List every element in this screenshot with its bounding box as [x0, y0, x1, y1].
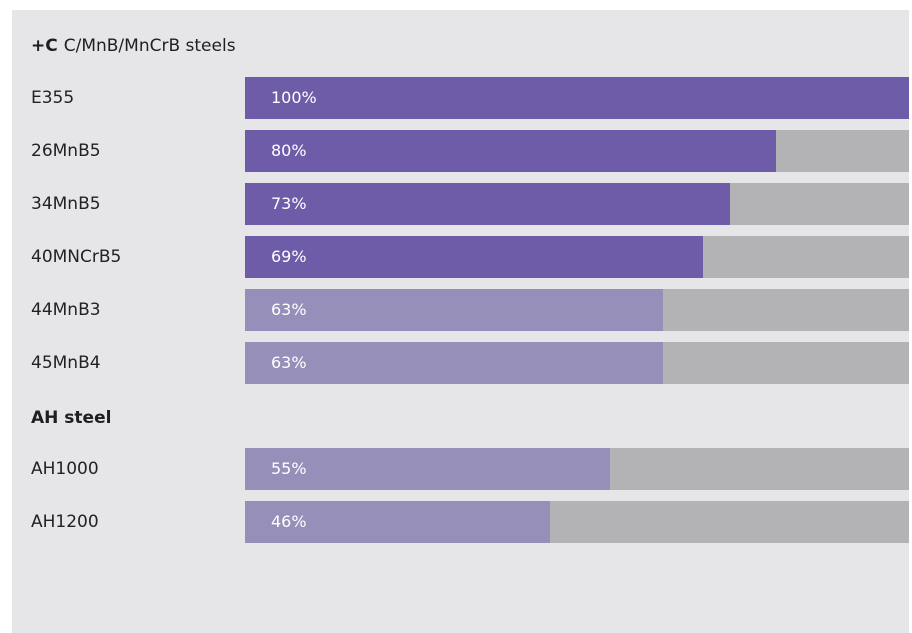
bar-value-label: 80%: [271, 141, 307, 160]
bar: [245, 183, 730, 225]
category-label: 34MnB5: [31, 194, 101, 214]
bar-value-label: 63%: [271, 353, 307, 372]
bar: [245, 77, 909, 119]
category-label: 40MNCrB5: [31, 247, 122, 267]
bar-value-label: 46%: [271, 512, 307, 531]
bar-value-label: 73%: [271, 194, 307, 213]
bar: [245, 342, 664, 384]
bar: [245, 501, 551, 543]
category-label: E355: [31, 88, 75, 108]
bar-value-label: 100%: [271, 88, 317, 107]
chart-panel: +C C/MnB/MnCrB steels E355 100% 26MnB5 80% 34…: [12, 10, 909, 633]
bar: [245, 289, 664, 331]
bar-track: 55%: [245, 448, 909, 490]
bar-track: 73%: [245, 183, 909, 225]
section-title: AH steel: [31, 408, 112, 428]
bar-track: 100%: [245, 77, 909, 119]
bar-track: 80%: [245, 130, 909, 172]
chart-title: +C C/MnB/MnCrB steels: [31, 36, 236, 56]
bar: [245, 130, 777, 172]
category-label: 45MnB4: [31, 353, 101, 373]
bar-track: 69%: [245, 236, 909, 278]
category-label: 44MnB3: [31, 300, 101, 320]
chart-title-prefix: +C: [31, 36, 58, 56]
category-label: 26MnB5: [31, 141, 101, 161]
bar-track: 63%: [245, 289, 909, 331]
chart-title-text: C/MnB/MnCrB steels: [63, 36, 236, 56]
bar-track: 46%: [245, 501, 909, 543]
bar-track: 63%: [245, 342, 909, 384]
bar-value-label: 69%: [271, 247, 307, 266]
bar-value-label: 63%: [271, 300, 307, 319]
category-label: AH1200: [31, 512, 99, 532]
bar: [245, 448, 611, 490]
bar: [245, 236, 704, 278]
category-label: AH1000: [31, 459, 99, 479]
bar-value-label: 55%: [271, 459, 307, 478]
